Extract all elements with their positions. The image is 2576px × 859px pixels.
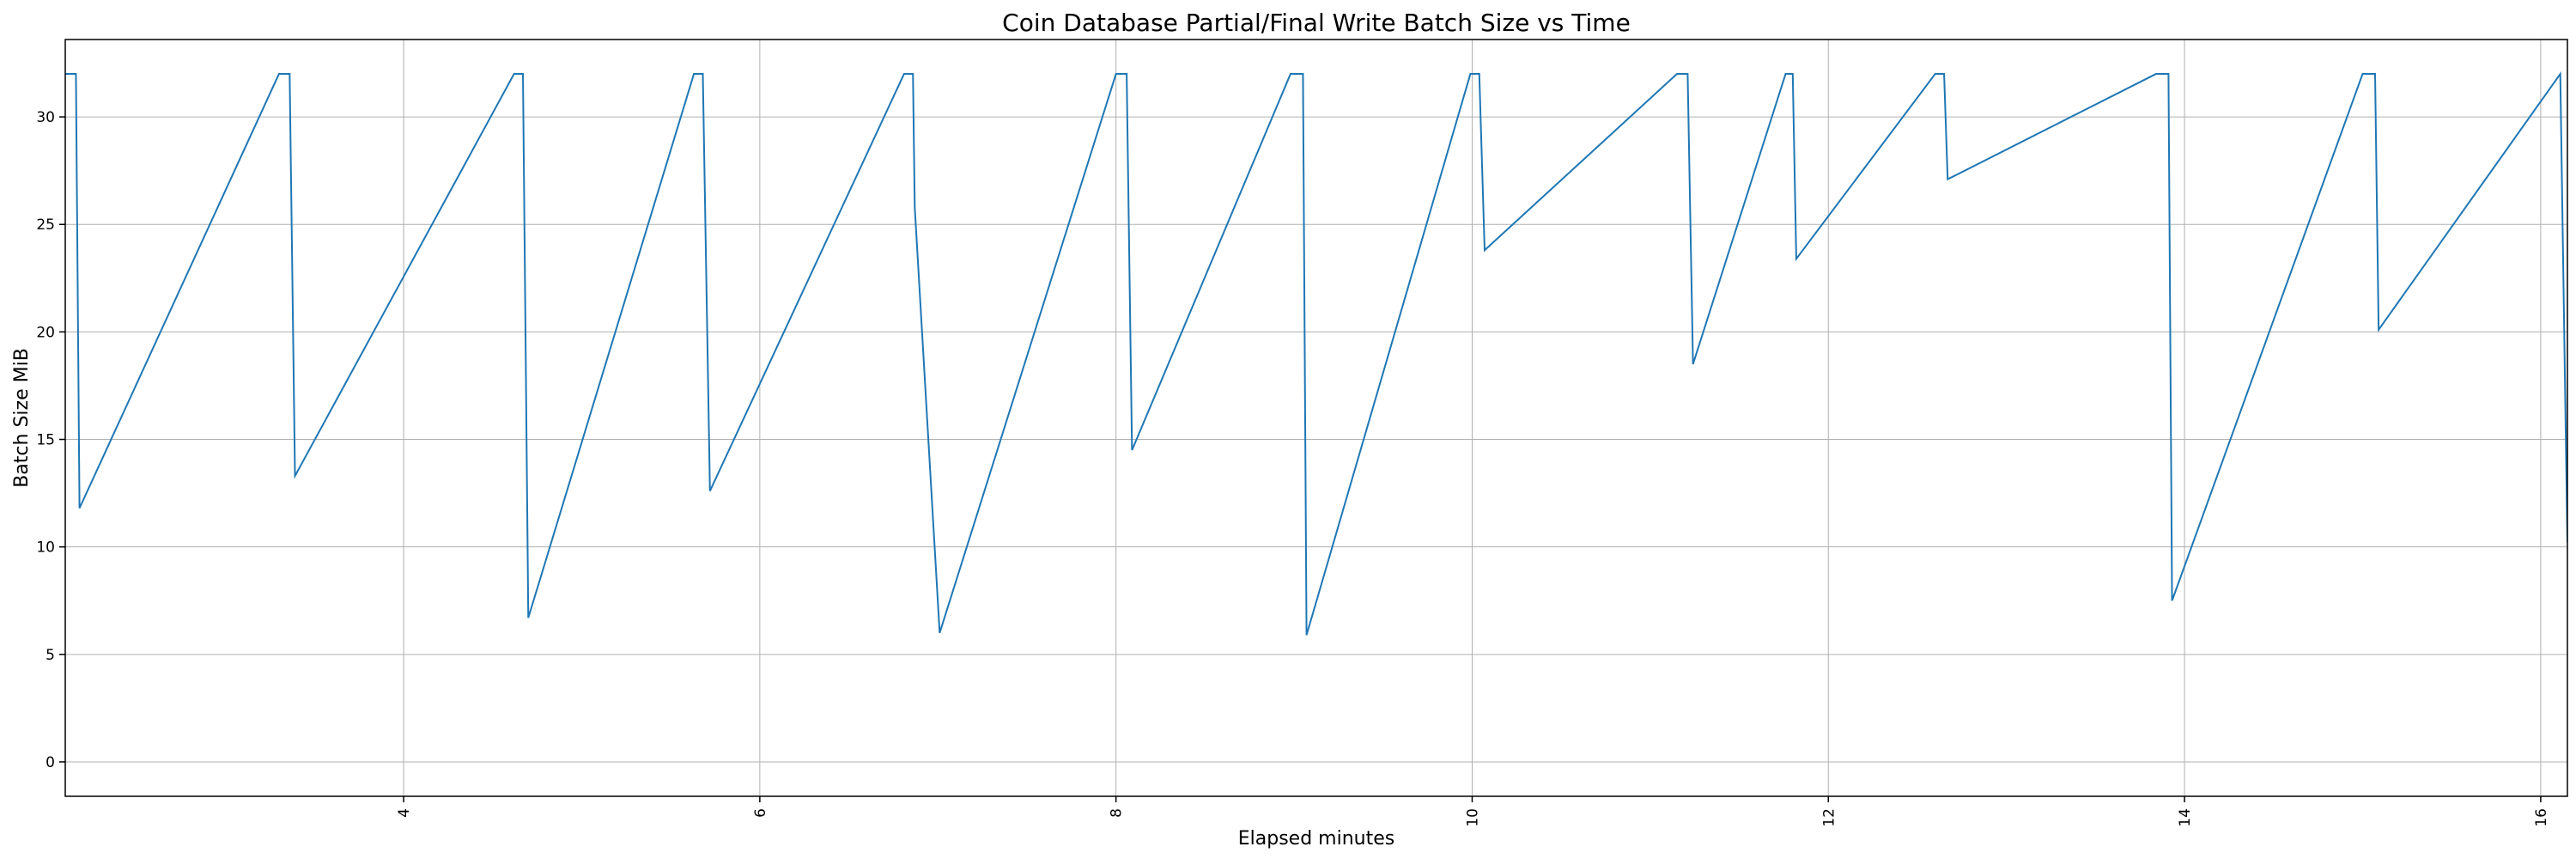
series-line	[65, 70, 2567, 636]
y-tick-label: 15	[36, 432, 55, 449]
x-tick-label: 14	[2177, 808, 2194, 827]
x-tick-label: 8	[1109, 808, 1126, 818]
y-tick-label: 30	[36, 109, 55, 126]
x-axis: 4 6 8 10 12 14 16	[396, 796, 2550, 827]
x-tick-label: 4	[396, 808, 413, 818]
grid	[65, 40, 2567, 796]
y-tick-label: 20	[36, 324, 55, 341]
x-tick-label: 10	[1464, 808, 1481, 827]
x-tick-label: 6	[752, 808, 769, 818]
y-axis-label: Batch Size MiB	[11, 348, 33, 488]
axes-frame	[64, 39, 2568, 797]
chart-title: Coin Database Partial/Final Write Batch …	[1002, 9, 1631, 37]
x-axis-label: Elapsed minutes	[1238, 828, 1394, 850]
y-tick-label: 10	[36, 539, 55, 557]
y-axis: 0 5 10 15 20 25 30	[36, 109, 65, 771]
y-tick-label: 0	[46, 754, 55, 771]
y-tick-label: 5	[46, 647, 55, 664]
x-tick-label: 12	[1820, 808, 1838, 827]
x-tick-label: 16	[2533, 808, 2550, 827]
y-tick-label: 25	[36, 216, 55, 234]
plot-area	[65, 70, 2567, 636]
